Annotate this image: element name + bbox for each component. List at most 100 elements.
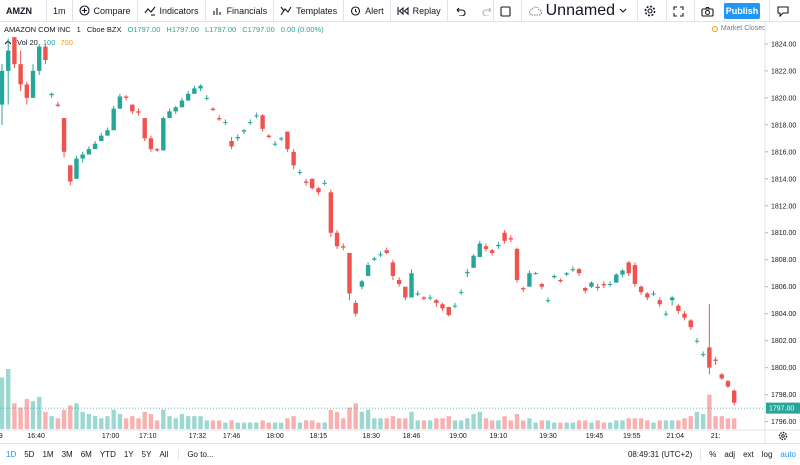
undo-button[interactable] xyxy=(448,0,476,22)
volume-bar xyxy=(446,416,451,429)
volume-bar xyxy=(415,420,420,429)
candle xyxy=(396,279,402,285)
volume-bar xyxy=(508,420,514,429)
candle xyxy=(105,130,110,136)
candle xyxy=(583,288,588,291)
log-toggle[interactable]: log xyxy=(761,450,773,459)
chat-icon xyxy=(777,6,789,17)
last-price-badge xyxy=(766,402,800,414)
candle xyxy=(372,258,377,260)
range-all[interactable]: All xyxy=(159,449,169,459)
volume-bar xyxy=(136,418,141,429)
volume-bar xyxy=(390,416,396,429)
volume-bar xyxy=(266,422,272,429)
range-1m[interactable]: 1M xyxy=(42,449,54,459)
volume-bar xyxy=(564,422,569,429)
candle xyxy=(6,50,11,71)
candle xyxy=(558,279,563,282)
candle xyxy=(161,118,166,151)
alert-button[interactable]: Alert xyxy=(344,0,391,22)
time-tick-label: 17:00 xyxy=(102,433,120,440)
volume-bar xyxy=(359,411,365,429)
candle xyxy=(638,286,644,293)
clock-time[interactable]: 08:49:31 (UTC+2) xyxy=(627,450,693,459)
range-1d[interactable]: 1D xyxy=(6,449,17,459)
range-ytd[interactable]: YTD xyxy=(99,449,116,459)
volume-bar xyxy=(713,416,718,429)
axis-settings-gear-icon[interactable] xyxy=(778,431,788,441)
time-tick-label: 19:45 xyxy=(586,433,604,440)
indicators-icon xyxy=(144,6,155,16)
volume-label[interactable]: Vol 20 xyxy=(17,38,38,47)
more-button[interactable] xyxy=(769,0,800,22)
compare-button[interactable]: Compare xyxy=(73,0,138,22)
candle xyxy=(185,93,191,101)
candle xyxy=(272,143,278,145)
candle xyxy=(502,232,507,241)
price-chart[interactable]: 1824.00 1822.00 1820.00 1818.00 1816.00 1814.… xyxy=(0,22,800,443)
range-3m[interactable]: 3M xyxy=(61,449,73,459)
volume-bar xyxy=(396,418,402,429)
templates-button[interactable]: Templates xyxy=(274,0,345,22)
settings-button[interactable] xyxy=(638,0,667,22)
volume-bar xyxy=(260,420,265,429)
symbol-search[interactable]: AMZN xyxy=(0,0,47,22)
pct-toggle[interactable]: % xyxy=(709,450,717,459)
volume-bar xyxy=(49,416,54,429)
indicators-button[interactable]: Indicators xyxy=(138,0,206,22)
redo-icon xyxy=(482,7,492,16)
candle xyxy=(365,265,371,276)
candle xyxy=(657,300,662,305)
redo-button[interactable] xyxy=(476,0,504,22)
candle xyxy=(527,273,532,287)
volume-bar xyxy=(37,396,42,429)
candle xyxy=(415,293,420,295)
publish-button[interactable]: Publish xyxy=(724,3,760,19)
layout-toggle[interactable] xyxy=(492,0,522,22)
volume-bar xyxy=(353,403,358,429)
financials-button[interactable]: Financials xyxy=(206,0,275,22)
range-5d[interactable]: 5D xyxy=(24,449,35,459)
goto-button[interactable]: Go to... xyxy=(178,449,214,459)
candle xyxy=(223,122,228,124)
volume-bar xyxy=(595,420,600,429)
candle xyxy=(12,37,17,65)
layout-name-button[interactable]: Unnamed xyxy=(522,0,638,22)
candle xyxy=(508,238,514,240)
volume-bar xyxy=(694,411,700,429)
legend-symbol-name[interactable]: AMAZON COM INC xyxy=(4,25,71,34)
fullscreen-button[interactable] xyxy=(667,0,695,22)
templates-icon xyxy=(280,6,292,15)
candle xyxy=(341,246,346,248)
candle xyxy=(682,313,687,318)
candle xyxy=(731,390,737,403)
candle xyxy=(322,182,327,184)
volume-bar xyxy=(539,420,545,429)
candle xyxy=(440,304,445,309)
auto-toggle[interactable]: auto xyxy=(780,450,796,459)
volume-bar xyxy=(92,416,98,429)
volume-bar xyxy=(341,418,346,429)
replay-icon xyxy=(397,6,409,15)
ext-toggle[interactable]: ext xyxy=(743,450,754,459)
price-tick-label: 1800.00 xyxy=(771,365,796,372)
alarm-clock-icon xyxy=(351,6,361,16)
time-tick-label: 18:15 xyxy=(310,433,328,440)
price-tick-label: 1798.00 xyxy=(771,392,796,399)
interval-button[interactable]: 1m xyxy=(47,0,73,22)
volume-bar xyxy=(471,414,476,429)
range-6m[interactable]: 6M xyxy=(80,449,92,459)
volume-bar xyxy=(626,418,631,429)
adj-toggle[interactable]: adj xyxy=(724,450,736,459)
volume-bar xyxy=(527,418,532,429)
volume-bar xyxy=(55,418,61,429)
candle xyxy=(607,284,613,286)
candle xyxy=(142,118,147,139)
candle xyxy=(384,250,389,253)
range-5y[interactable]: 5Y xyxy=(141,449,152,459)
replay-button[interactable]: Replay xyxy=(391,0,448,22)
snapshot-button[interactable] xyxy=(695,0,725,22)
volume-bar xyxy=(291,416,296,429)
candle xyxy=(148,138,154,150)
range-1y[interactable]: 1Y xyxy=(123,449,134,459)
